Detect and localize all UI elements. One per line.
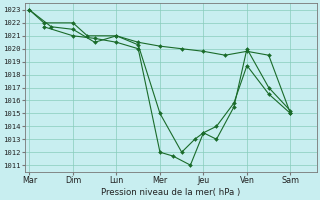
X-axis label: Pression niveau de la mer( hPa ): Pression niveau de la mer( hPa ) (101, 188, 240, 197)
